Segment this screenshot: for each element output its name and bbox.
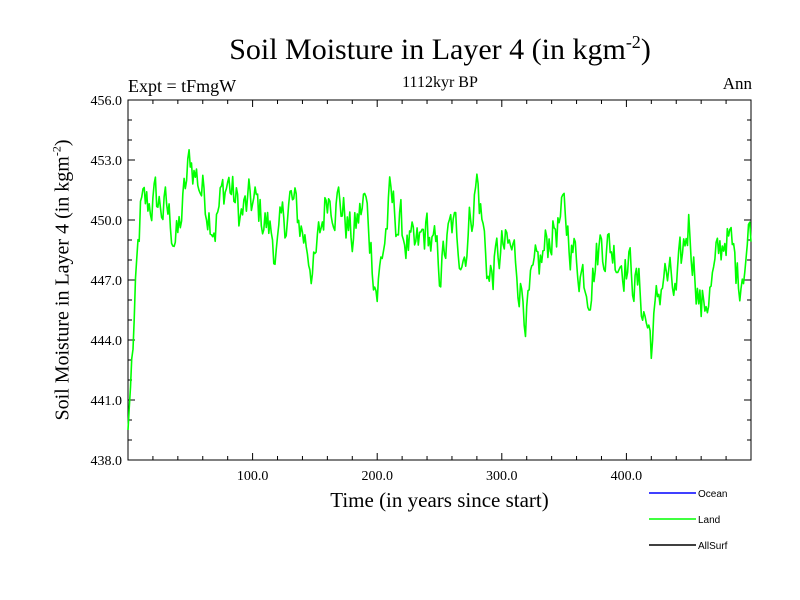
chart-title: Soil Moisture in Layer 4 (in kgm-2) xyxy=(229,32,651,66)
x-axis-ticks: 100.0 200.0 300.0 400.0 xyxy=(152,100,727,484)
x-tick-label: 300.0 xyxy=(486,469,518,484)
experiment-label: Expt = tFmgW xyxy=(128,76,237,96)
y-tick-label: 441.0 xyxy=(91,394,123,409)
y-axis-ticks: 438.0 441.0 444.0 447.0 450.0 453.0 456.0 xyxy=(91,94,751,469)
x-tick-label: 400.0 xyxy=(611,469,643,484)
legend-label-ocean: Ocean xyxy=(698,489,727,500)
season-label: Ann xyxy=(722,74,752,93)
y-tick-label: 438.0 xyxy=(91,454,123,469)
x-tick-label: 200.0 xyxy=(361,469,393,484)
series-layer xyxy=(127,149,752,431)
y-tick-label: 444.0 xyxy=(91,334,123,349)
x-tick-label: 100.0 xyxy=(237,469,269,484)
legend-label-allsurf: AllSurf xyxy=(698,541,728,552)
y-tick-label: 456.0 xyxy=(91,94,123,109)
y-tick-label: 450.0 xyxy=(91,214,123,229)
y-tick-label: 447.0 xyxy=(91,274,123,289)
legend: Ocean Land AllSurf xyxy=(649,489,728,552)
legend-label-land: Land xyxy=(698,515,720,526)
chart-subtitle: 1112kyr BP xyxy=(402,74,478,91)
series-line-land xyxy=(127,149,752,431)
y-tick-label: 453.0 xyxy=(91,154,123,169)
x-axis-label: Time (in years since start) xyxy=(330,488,549,512)
